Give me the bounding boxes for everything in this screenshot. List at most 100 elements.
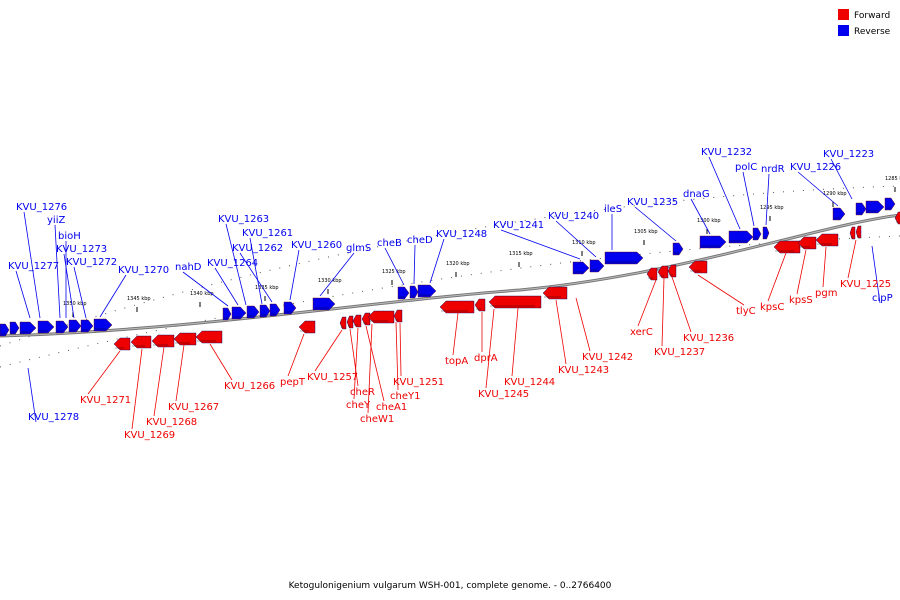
- gene-label-chey1[interactable]: cheY1: [390, 391, 420, 402]
- gene-label-kvu-1245[interactable]: KVU_1245: [478, 389, 529, 400]
- gene-label-kvu-1272[interactable]: KVU_1272: [66, 257, 117, 268]
- reverse-gene-arrow[interactable]: [762, 226, 770, 240]
- gene-label-kvu-1273[interactable]: KVU_1273: [56, 244, 107, 255]
- forward-gene-arrow[interactable]: [646, 267, 658, 281]
- gene-label-chea1[interactable]: cheA1: [376, 402, 407, 413]
- forward-gene-arrow[interactable]: [657, 265, 669, 279]
- gene-label-kvu-1226[interactable]: KVU_1226: [790, 162, 841, 173]
- forward-gene-arrow[interactable]: [298, 320, 316, 334]
- gene-label-kpsc[interactable]: kpsC: [760, 302, 784, 313]
- gene-label-kvu-1263[interactable]: KVU_1263: [218, 214, 269, 225]
- forward-gene-arrow[interactable]: [352, 314, 362, 328]
- reverse-gene-arrow[interactable]: [699, 235, 727, 249]
- reverse-gene-arrow[interactable]: [80, 319, 94, 333]
- forward-gene-arrow[interactable]: [815, 233, 839, 247]
- gene-label-kvu-1260[interactable]: KVU_1260: [291, 240, 342, 251]
- reverse-gene-arrow[interactable]: [37, 320, 55, 334]
- gene-label-kvu-1268[interactable]: KVU_1268: [146, 417, 197, 428]
- gene-label-kvu-1270[interactable]: KVU_1270: [118, 265, 169, 276]
- gene-label-tlyc[interactable]: tlyC: [736, 306, 756, 317]
- gene-label-kvu-1257[interactable]: KVU_1257: [307, 372, 358, 383]
- reverse-gene-arrow[interactable]: [19, 321, 37, 335]
- reverse-gene-arrow[interactable]: [259, 304, 271, 318]
- reverse-gene-arrow[interactable]: [312, 297, 336, 311]
- forward-gene-arrow[interactable]: [367, 310, 395, 324]
- forward-gene-arrow[interactable]: [849, 226, 856, 240]
- gene-label-kvu-1276[interactable]: KVU_1276: [16, 202, 67, 213]
- reverse-gene-arrow[interactable]: [397, 286, 410, 300]
- reverse-gene-arrow[interactable]: [589, 259, 605, 273]
- gene-label-ched[interactable]: cheD: [407, 235, 433, 246]
- reverse-gene-arrow[interactable]: [68, 319, 82, 333]
- forward-gene-arrow[interactable]: [339, 316, 347, 330]
- forward-gene-arrow[interactable]: [855, 225, 862, 239]
- gene-label-xerc[interactable]: xerC: [630, 327, 653, 338]
- gene-label-kvu-1248[interactable]: KVU_1248: [436, 229, 487, 240]
- forward-gene-arrow[interactable]: [361, 312, 371, 326]
- gene-label-clpp[interactable]: clpP: [872, 293, 893, 304]
- gene-label-kvu-1264[interactable]: KVU_1264: [207, 258, 258, 269]
- gene-label-yiiz[interactable]: yiiZ: [47, 215, 65, 226]
- forward-gene-arrow[interactable]: [542, 286, 568, 300]
- gene-label-kvu-1241[interactable]: KVU_1241: [493, 220, 544, 231]
- gene-label-chey[interactable]: cheY: [346, 400, 371, 411]
- gene-label-kvu-1277[interactable]: KVU_1277: [8, 261, 59, 272]
- gene-label-kvu-1244[interactable]: KVU_1244: [504, 377, 555, 388]
- gene-label-kvu-1235[interactable]: KVU_1235: [627, 197, 678, 208]
- reverse-gene-arrow[interactable]: [752, 227, 762, 241]
- forward-gene-arrow[interactable]: [195, 330, 223, 344]
- gene-label-polc[interactable]: polC: [735, 162, 757, 173]
- gene-label-kvu-1266[interactable]: KVU_1266: [224, 381, 275, 392]
- gene-label-kpss[interactable]: kpsS: [789, 295, 813, 306]
- gene-label-topa[interactable]: topA: [445, 356, 468, 367]
- gene-label-nahd[interactable]: nahD: [175, 262, 202, 273]
- gene-label-dpra[interactable]: dprA: [474, 353, 498, 364]
- forward-gene-arrow[interactable]: [667, 264, 677, 278]
- gene-label-pept[interactable]: pepT: [280, 377, 306, 388]
- forward-gene-arrow[interactable]: [797, 236, 817, 250]
- gene-label-kvu-1237[interactable]: KVU_1237: [654, 347, 705, 358]
- gene-label-nrdr[interactable]: nrdR: [761, 164, 785, 175]
- reverse-gene-arrow[interactable]: [222, 307, 232, 321]
- reverse-gene-arrow[interactable]: [283, 301, 297, 315]
- forward-gene-arrow[interactable]: [151, 334, 175, 348]
- forward-gene-arrow[interactable]: [894, 211, 900, 225]
- reverse-gene-arrow[interactable]: [855, 202, 867, 216]
- gene-label-kvu-1223[interactable]: KVU_1223: [823, 149, 874, 160]
- reverse-gene-arrow[interactable]: [231, 306, 247, 320]
- forward-gene-arrow[interactable]: [346, 315, 354, 329]
- forward-gene-arrow[interactable]: [773, 240, 801, 254]
- gene-label-iles[interactable]: ileS: [604, 204, 622, 215]
- gene-label-cher[interactable]: cheR: [350, 387, 375, 398]
- forward-gene-arrow[interactable]: [393, 309, 403, 323]
- gene-label-bioh[interactable]: bioH: [58, 231, 81, 242]
- gene-label-kvu-1278[interactable]: KVU_1278: [28, 412, 79, 423]
- forward-gene-arrow[interactable]: [113, 337, 131, 351]
- gene-label-kvu-1261[interactable]: KVU_1261: [242, 228, 293, 239]
- reverse-gene-arrow[interactable]: [409, 285, 419, 299]
- forward-gene-arrow[interactable]: [688, 260, 708, 274]
- gene-label-chew1[interactable]: cheW1: [360, 414, 394, 425]
- gene-label-dnag[interactable]: dnaG: [683, 189, 710, 200]
- gene-label-kvu-1269[interactable]: KVU_1269: [124, 430, 175, 441]
- gene-label-kvu-1267[interactable]: KVU_1267: [168, 402, 219, 413]
- gene-label-kvu-1225[interactable]: KVU_1225: [840, 279, 891, 290]
- reverse-gene-arrow[interactable]: [246, 305, 260, 319]
- gene-label-kvu-1251[interactable]: KVU_1251: [393, 377, 444, 388]
- reverse-gene-arrow[interactable]: [417, 284, 437, 298]
- forward-gene-arrow[interactable]: [474, 298, 486, 312]
- reverse-gene-arrow[interactable]: [55, 320, 69, 334]
- gene-label-pgm[interactable]: pgm: [815, 288, 837, 299]
- reverse-gene-arrow[interactable]: [9, 321, 20, 335]
- gene-label-kvu-1232[interactable]: KVU_1232: [701, 147, 752, 158]
- reverse-gene-arrow[interactable]: [728, 230, 754, 244]
- gene-label-kvu-1236[interactable]: KVU_1236: [683, 333, 734, 344]
- gene-label-kvu-1240[interactable]: KVU_1240: [548, 211, 599, 222]
- gene-label-kvu-1242[interactable]: KVU_1242: [582, 352, 633, 363]
- reverse-gene-arrow[interactable]: [93, 318, 113, 332]
- reverse-gene-arrow[interactable]: [832, 207, 846, 221]
- forward-gene-arrow[interactable]: [439, 300, 475, 314]
- reverse-gene-arrow[interactable]: [672, 242, 684, 256]
- forward-gene-arrow[interactable]: [130, 335, 152, 349]
- reverse-gene-arrow[interactable]: [0, 323, 10, 337]
